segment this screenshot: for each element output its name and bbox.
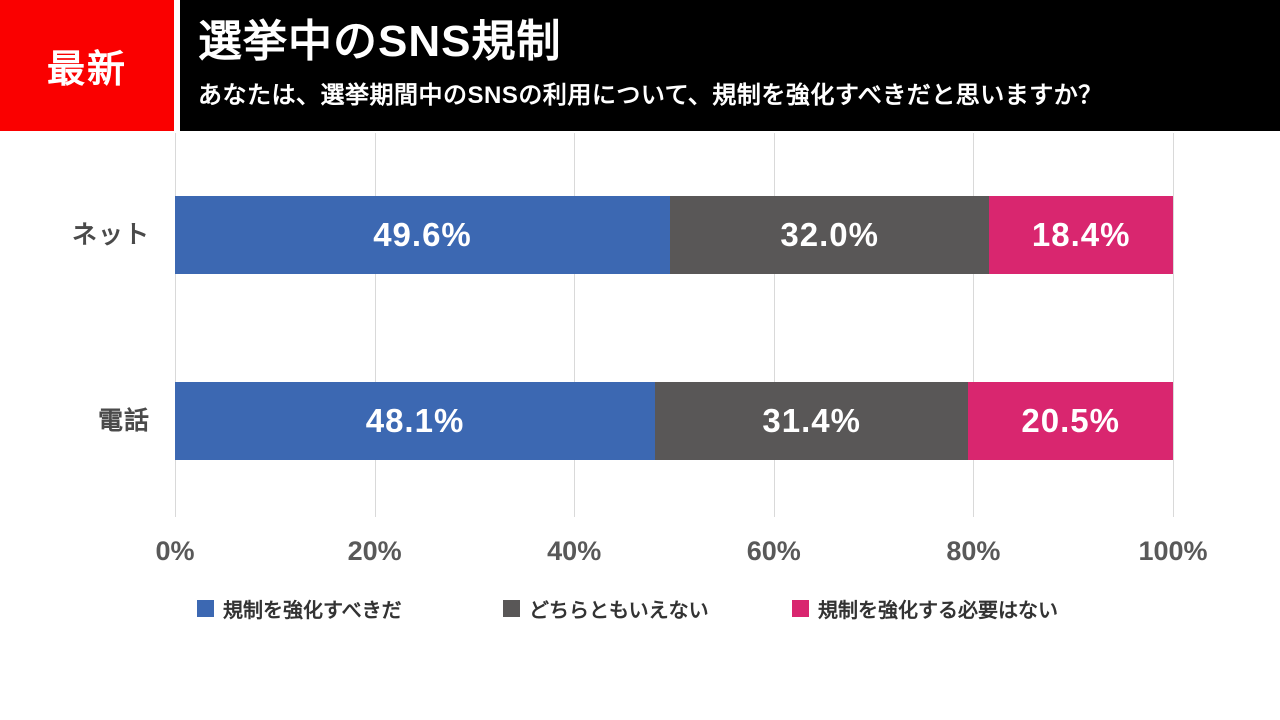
- bar-row-tel: 48.1% 31.4% 20.5%: [175, 382, 1173, 460]
- legend-item-no-need: 規制を強化する必要はない: [792, 594, 1058, 623]
- segment-net-no-need: 18.4%: [989, 196, 1173, 274]
- value-label: 18.4%: [1031, 216, 1131, 253]
- latest-badge: 最新: [0, 0, 174, 131]
- x-axis: 0% 20% 40% 60% 80% 100%: [155, 536, 1207, 570]
- legend-swatch-pink-icon: [792, 600, 809, 617]
- x-tick: 100%: [1138, 536, 1208, 566]
- segment-tel-no-need: 20.5%: [968, 382, 1173, 460]
- gridline-20pct: [374, 133, 376, 517]
- category-label-tel: 電話: [97, 407, 150, 435]
- page-title: 選挙中のSNS規制: [198, 17, 562, 66]
- gridline-80pct: [973, 133, 975, 517]
- legend-item-strengthen: 規制を強化すべきだ: [197, 594, 402, 623]
- value-label: 48.1%: [365, 402, 465, 439]
- bar-row-net: 49.6% 32.0% 18.4%: [175, 196, 1173, 274]
- survey-question: あなたは、選挙期間中のSNSの利用について、規制を強化すべきだと思いますか？: [198, 81, 1103, 109]
- value-label: 49.6%: [373, 216, 472, 253]
- legend-label: どちらともいえない: [529, 600, 709, 622]
- header-panel: 選挙中のSNS規制 あなたは、選挙期間中のSNSの利用について、規制を強化すべき…: [180, 0, 1280, 131]
- segment-tel-strengthen: 48.1%: [175, 382, 656, 460]
- x-tick: 80%: [946, 536, 1001, 566]
- gridline-100pct: [1173, 133, 1174, 517]
- legend-swatch-blue-icon: [197, 600, 214, 617]
- x-tick: 0%: [155, 536, 195, 566]
- x-tick: 20%: [347, 536, 402, 566]
- value-label: 31.4%: [762, 402, 861, 439]
- x-tick: 60%: [746, 536, 801, 566]
- category-label-net: ネット: [71, 221, 150, 249]
- gridline-40pct: [574, 133, 576, 517]
- segment-net-neutral: 32.0%: [670, 196, 990, 274]
- segment-net-strengthen: 49.6%: [175, 196, 670, 274]
- legend-swatch-gray-icon: [503, 600, 520, 617]
- x-tick: 40%: [547, 536, 602, 566]
- gridline-60pct: [773, 133, 775, 517]
- value-label: 20.5%: [1021, 402, 1120, 439]
- gridline-0pct: [175, 133, 176, 517]
- legend-label: 規制を強化すべきだ: [223, 600, 402, 622]
- legend-item-neutral: どちらともいえない: [503, 594, 709, 623]
- plot-area: 49.6% 32.0% 18.4% 48.1% 31.4% 20.5%: [175, 133, 1174, 517]
- value-label: 32.0%: [780, 216, 879, 253]
- segment-tel-neutral: 31.4%: [655, 382, 969, 460]
- legend-label: 規制を強化する必要はない: [818, 600, 1058, 622]
